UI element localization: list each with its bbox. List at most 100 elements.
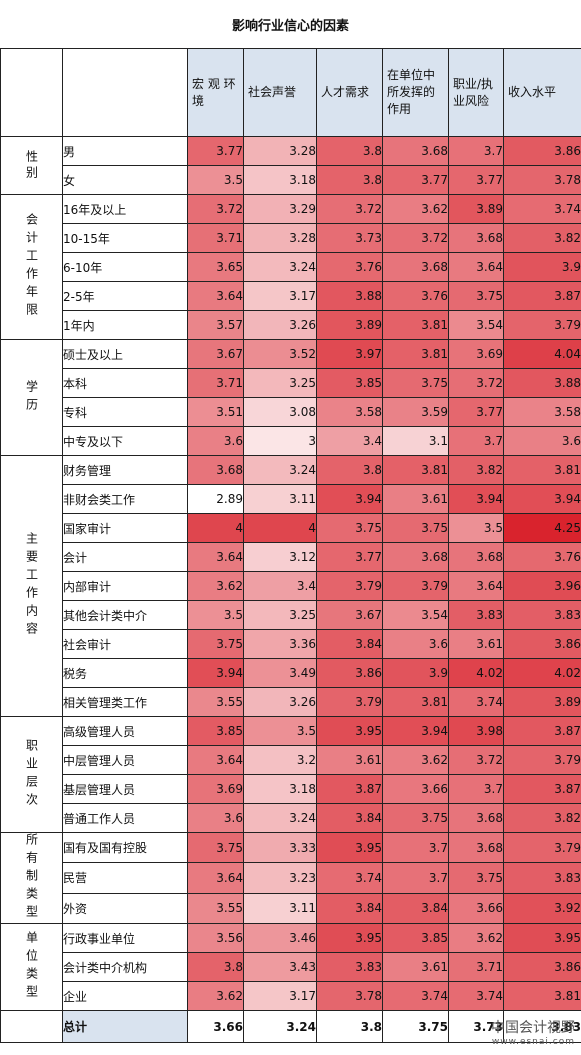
table-row: 所有制类型 国有及国有控股 3.75 3.33 3.95 3.7 3.68 3.79 bbox=[0, 831, 581, 924]
heatmap-cell: 3.76 bbox=[503, 542, 581, 572]
heatmap-cell: 3.83 bbox=[503, 862, 581, 894]
heatmap-cell: 3.84 bbox=[316, 892, 383, 925]
row-label: 行政事业单位 bbox=[62, 923, 188, 953]
heatmap-cell: 3.73 bbox=[316, 223, 383, 253]
heatmap-cell: 3.75 bbox=[448, 862, 504, 894]
heatmap-cell: 3.25 bbox=[243, 368, 317, 398]
heatmap-cell: 3.1 bbox=[382, 426, 449, 456]
heatmap-cell: 3.68 bbox=[448, 542, 504, 572]
row-label: 专科 bbox=[62, 397, 188, 427]
total-cell: 3.66 bbox=[187, 1010, 244, 1043]
heatmap-cell: 3.5 bbox=[187, 600, 244, 630]
total-cell: 3.73 bbox=[448, 1010, 504, 1043]
heatmap-cell: 3.94 bbox=[382, 716, 449, 746]
heatmap-cell: 3.9 bbox=[382, 658, 449, 688]
table-row: 2-5年 3.64 3.17 3.88 3.76 3.75 3.87 bbox=[1, 281, 581, 311]
heatmap-cell: 3.28 bbox=[243, 136, 317, 166]
column-header: 社会声誉 bbox=[243, 48, 317, 137]
watermark-name: 中国会计视野 bbox=[491, 1020, 575, 1036]
heatmap-cell: 3.94 bbox=[187, 658, 244, 688]
row-label: 本科 bbox=[62, 368, 188, 398]
heatmap-cell: 3.88 bbox=[316, 281, 383, 311]
heatmap-cell: 3.62 bbox=[382, 194, 449, 224]
heatmap-cell: 3.79 bbox=[503, 745, 581, 775]
heatmap-cell: 3.87 bbox=[503, 716, 581, 746]
heatmap-cell: 3.26 bbox=[243, 310, 317, 340]
row-label: 中层管理人员 bbox=[62, 745, 188, 775]
table-row: 职业层次 高级管理人员 3.85 3.5 3.95 3.94 3.98 3.87 bbox=[0, 716, 581, 833]
heatmap-cell: 3.8 bbox=[316, 165, 383, 195]
heatmap-cell: 3 bbox=[243, 426, 317, 456]
heatmap-cell: 3.72 bbox=[448, 745, 504, 775]
table-row: 主要工作内容 财务管理 3.68 3.24 3.8 3.81 3.82 3.81 bbox=[0, 455, 581, 717]
heatmap-cell: 3.2 bbox=[243, 745, 317, 775]
heatmap-cell: 3.79 bbox=[316, 687, 383, 717]
table-row: 性别男 3.77 3.28 3.8 3.68 3.7 3.86 bbox=[0, 136, 581, 195]
heatmap-cell: 3.51 bbox=[187, 397, 244, 427]
heatmap-cell: 3.82 bbox=[503, 223, 581, 253]
heatmap-cell: 3.72 bbox=[187, 194, 244, 224]
row-label: 基层管理人员 bbox=[62, 774, 188, 804]
heatmap-cell: 3.5 bbox=[243, 716, 317, 746]
heatmap-cell: 4.02 bbox=[448, 658, 504, 688]
heatmap-cell: 3.33 bbox=[243, 831, 317, 864]
heatmap-cell: 3.75 bbox=[316, 513, 383, 543]
table-row: 单位类型 行政事业单位 3.56 3.46 3.95 3.85 3.62 3.95 bbox=[0, 923, 581, 1011]
row-label: 1年内 bbox=[62, 310, 188, 340]
heatmap-cell: 3.55 bbox=[187, 687, 244, 717]
row-label: 其他会计类中介 bbox=[62, 600, 188, 630]
heatmap-cell: 3.92 bbox=[503, 892, 581, 925]
heatmap-cell: 3.7 bbox=[382, 831, 449, 864]
total-label: 总计 bbox=[62, 1010, 188, 1043]
row-label: 非财会类工作 bbox=[62, 484, 188, 514]
heatmap-cell: 3.18 bbox=[243, 774, 317, 804]
heatmap-cell: 3.96 bbox=[503, 571, 581, 601]
heatmap-cell: 4.04 bbox=[503, 339, 581, 369]
table-row: 6-10年 3.65 3.24 3.76 3.68 3.64 3.9 bbox=[1, 252, 581, 282]
heatmap-cell: 3.64 bbox=[448, 252, 504, 282]
table-row: 1年内 3.57 3.26 3.89 3.81 3.54 3.79 bbox=[1, 310, 581, 340]
row-label: 国家审计 bbox=[62, 513, 188, 543]
heatmap-cell: 3.59 bbox=[382, 397, 449, 427]
table-row: 学历 硕士及以上 3.67 3.52 3.97 3.81 3.69 4.04 bbox=[0, 339, 581, 456]
heatmap-cell: 3.87 bbox=[316, 774, 383, 804]
heatmap-cell: 3.46 bbox=[243, 923, 317, 953]
heatmap-cell: 3.94 bbox=[503, 484, 581, 514]
heatmap-cell: 3.67 bbox=[316, 600, 383, 630]
heatmap-cell: 3.86 bbox=[503, 952, 581, 982]
watermark: 中国会计视野 www.esnai.com bbox=[491, 1021, 575, 1049]
group-label: 职业层次 bbox=[0, 716, 63, 833]
heatmap-cell: 3.77 bbox=[316, 542, 383, 572]
heatmap-cell: 3.78 bbox=[503, 165, 581, 195]
heatmap-cell: 3.95 bbox=[316, 716, 383, 746]
heatmap-cell: 3.8 bbox=[316, 136, 383, 166]
heatmap-cell: 3.49 bbox=[243, 658, 317, 688]
heatmap-cell: 3.64 bbox=[187, 281, 244, 311]
heatmap-cell: 3.26 bbox=[243, 687, 317, 717]
heatmap-cell: 3.86 bbox=[316, 658, 383, 688]
heatmap-cell: 4 bbox=[243, 513, 317, 543]
heatmap-cell: 3.85 bbox=[316, 368, 383, 398]
heatmap-cell: 3.11 bbox=[243, 484, 317, 514]
heatmap-cell: 3.71 bbox=[448, 952, 504, 982]
row-label: 财务管理 bbox=[62, 455, 188, 485]
heatmap-cell: 3.84 bbox=[316, 803, 383, 833]
table-row: 外资 3.55 3.11 3.84 3.84 3.66 3.92 bbox=[1, 892, 581, 925]
heatmap-cell: 3.95 bbox=[503, 923, 581, 953]
heatmap-cell: 3.18 bbox=[243, 165, 317, 195]
table-row: 专科 3.51 3.08 3.58 3.59 3.77 3.58 bbox=[1, 397, 581, 427]
total-blank bbox=[0, 1010, 63, 1043]
heatmap-cell: 3.94 bbox=[316, 484, 383, 514]
heatmap-cell: 3.62 bbox=[187, 571, 244, 601]
heatmap-cell: 3.69 bbox=[187, 774, 244, 804]
heatmap-cell: 3.36 bbox=[243, 629, 317, 659]
heatmap-cell: 3.08 bbox=[243, 397, 317, 427]
heatmap-cell: 3.81 bbox=[503, 981, 581, 1011]
heatmap-cell: 3.87 bbox=[503, 281, 581, 311]
heatmap-cell: 3.77 bbox=[187, 136, 244, 166]
table-row: 其他会计类中介 3.5 3.25 3.67 3.54 3.83 3.83 bbox=[1, 600, 581, 630]
header-blank-label bbox=[62, 48, 188, 137]
column-header: 职业/执业风险 bbox=[448, 48, 504, 137]
heatmap-cell: 3.74 bbox=[503, 194, 581, 224]
table-row: 中层管理人员 3.64 3.2 3.61 3.62 3.72 3.79 bbox=[1, 745, 581, 775]
